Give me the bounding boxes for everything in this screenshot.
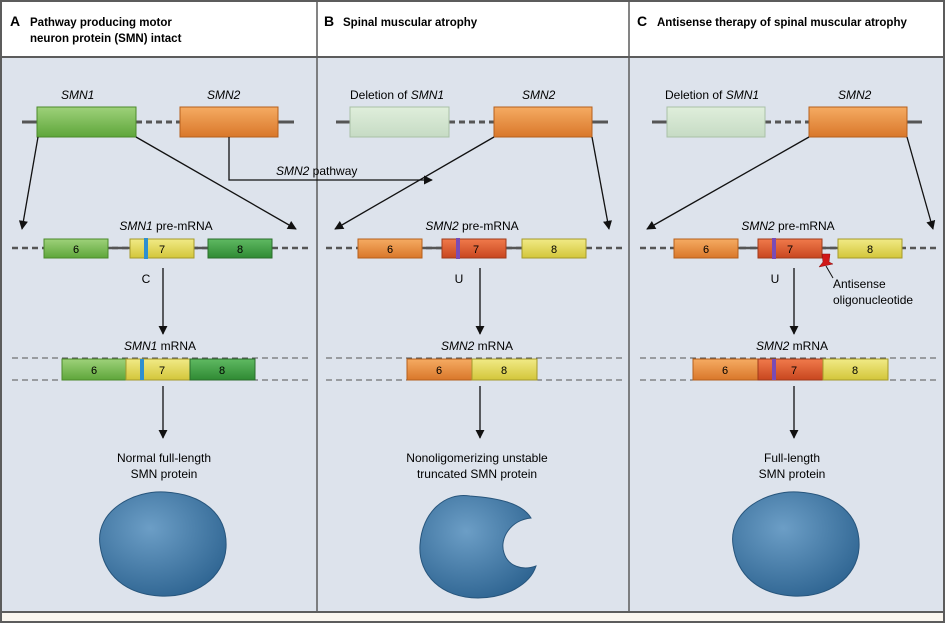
panel-b-mrna-exon6-label: 6 [436, 365, 442, 377]
header-band [1, 1, 944, 57]
antisense-oligo-icon [818, 253, 834, 268]
panel-c-exon8-label: 8 [867, 244, 873, 256]
panel-c-deletion-label: Deletion of SMN1 [665, 88, 759, 102]
panel-b-mrna-label: SMN2 mRNA [441, 339, 513, 353]
panel-b-title-line1: Spinal muscular atrophy [343, 17, 478, 29]
panel-a: A Pathway producing motor neuron protein… [10, 13, 433, 597]
panel-c-nucleotide-label: U [771, 272, 780, 286]
panel-a-title-line2: neuron protein (SMN) intact [30, 33, 182, 45]
panel-a-title-line1: Pathway producing motor [30, 17, 172, 29]
panel-b-mrna-exon8 [471, 358, 538, 381]
panel-a-smn1-gene [36, 106, 137, 138]
panel-b-deletion-label: Deletion of SMN1 [350, 88, 444, 102]
panel-c-deleted-smn1-gene [666, 106, 766, 138]
panel-c-title-line1: Antisense therapy of spinal muscular atr… [657, 17, 907, 29]
panel-b-funnel-left [334, 136, 495, 230]
panel-c-mrna-exon6-label: 6 [722, 365, 728, 377]
panel-b-deleted-smn1-gene [349, 106, 450, 138]
panel-a-outcome-line1: Normal full-length [117, 451, 211, 465]
panel-a-exon8-label: 8 [237, 244, 243, 256]
panel-b-pre-mrna-label: SMN2 pre-mRNA [425, 219, 518, 233]
smn2-pathway-label: SMN2 pathway [276, 164, 357, 178]
panel-c-mrna-label: SMN2 mRNA [756, 339, 828, 353]
round-protein-icon [99, 491, 227, 597]
footer-band [1, 612, 944, 622]
panel-a-funnel-right [135, 136, 297, 230]
panel-c: C Antisense therapy of spinal muscular a… [637, 13, 938, 597]
panel-b: B Spinal muscular atrophy Deletion of SM… [324, 13, 622, 599]
panel-a-letter: A [10, 13, 20, 29]
panel-b-outcome-line1: Nonoligomerizing unstable [406, 451, 548, 465]
panel-a-mrna-exon6-label: 6 [91, 365, 97, 377]
panel-c-gene-right-label: SMN2 [838, 88, 872, 102]
panel-a-mrna-label: SMN1 mRNA [124, 339, 196, 353]
panel-c-exon6-label: 6 [703, 244, 709, 256]
panel-a-mrna-exon8-label: 8 [219, 365, 225, 377]
panel-c-smn2-gene [808, 106, 908, 138]
antisense-pointer-line [825, 265, 834, 279]
panel-c-funnel-left [646, 136, 810, 230]
panel-a-mrna-exon8 [189, 358, 256, 381]
panel-a-gene-left-label: SMN1 [61, 88, 94, 102]
panel-b-exon6-label: 6 [387, 244, 393, 256]
panel-b-mrna-exon8-label: 8 [501, 365, 507, 377]
panel-c-exon6 [673, 238, 739, 259]
panel-c-mrna-exon8 [822, 358, 889, 381]
panel-c-mrna-exon7-label: 7 [791, 365, 797, 377]
panel-a-exon8 [207, 238, 273, 259]
panel-a-smn2-gene [179, 106, 279, 138]
panel-a-gene-right-label: SMN2 [207, 88, 241, 102]
panel-c-mrna-u-mark [772, 359, 776, 380]
panel-a-pre-mrna-label: SMN1 pre-mRNA [119, 219, 212, 233]
panel-b-outcome-line2: truncated SMN protein [417, 467, 537, 481]
panel-a-exon7-label: 7 [159, 244, 165, 256]
panel-c-outcome-line2: SMN protein [759, 467, 826, 481]
panel-b-smn2-gene [493, 106, 593, 138]
panel-c-u-mark [772, 238, 776, 259]
panel-a-exon6-label: 6 [73, 244, 79, 256]
smn2-pathway-arrow [228, 137, 433, 185]
panel-b-exon6 [357, 238, 423, 259]
panel-b-nucleotide-label: U [455, 272, 464, 286]
panel-a-mrna-c-mark [140, 359, 144, 380]
panel-a-exon6 [43, 238, 109, 259]
panel-b-funnel-right [591, 136, 612, 230]
panel-c-mrna-exon8-label: 8 [852, 365, 858, 377]
antisense-label-line2: oligonucleotide [833, 293, 913, 307]
round-protein-icon [732, 491, 860, 597]
antisense-label-line1: Antisense [833, 277, 886, 291]
truncated-protein-icon [419, 495, 537, 599]
panel-c-pre-mrna-label: SMN2 pre-mRNA [741, 219, 834, 233]
panel-c-exon7-label: 7 [787, 244, 793, 256]
panel-a-funnel-left [18, 136, 39, 230]
panel-a-outcome-line2: SMN protein [131, 467, 198, 481]
panel-b-exon8 [521, 238, 587, 259]
panel-b-gene-right-label: SMN2 [522, 88, 556, 102]
panel-c-letter: C [637, 13, 647, 29]
panel-c-outcome-line1: Full-length [764, 451, 820, 465]
panel-b-letter: B [324, 13, 334, 29]
panel-a-mrna-exon7-label: 7 [159, 365, 165, 377]
panel-b-u-mark [456, 238, 460, 259]
panel-c-exon8 [837, 238, 903, 259]
panel-a-c-mark [144, 238, 148, 259]
panel-b-exon7-label: 7 [473, 244, 479, 256]
panel-b-exon8-label: 8 [551, 244, 557, 256]
panel-a-nucleotide-label: C [142, 272, 151, 286]
panel-c-funnel-right [906, 136, 936, 230]
